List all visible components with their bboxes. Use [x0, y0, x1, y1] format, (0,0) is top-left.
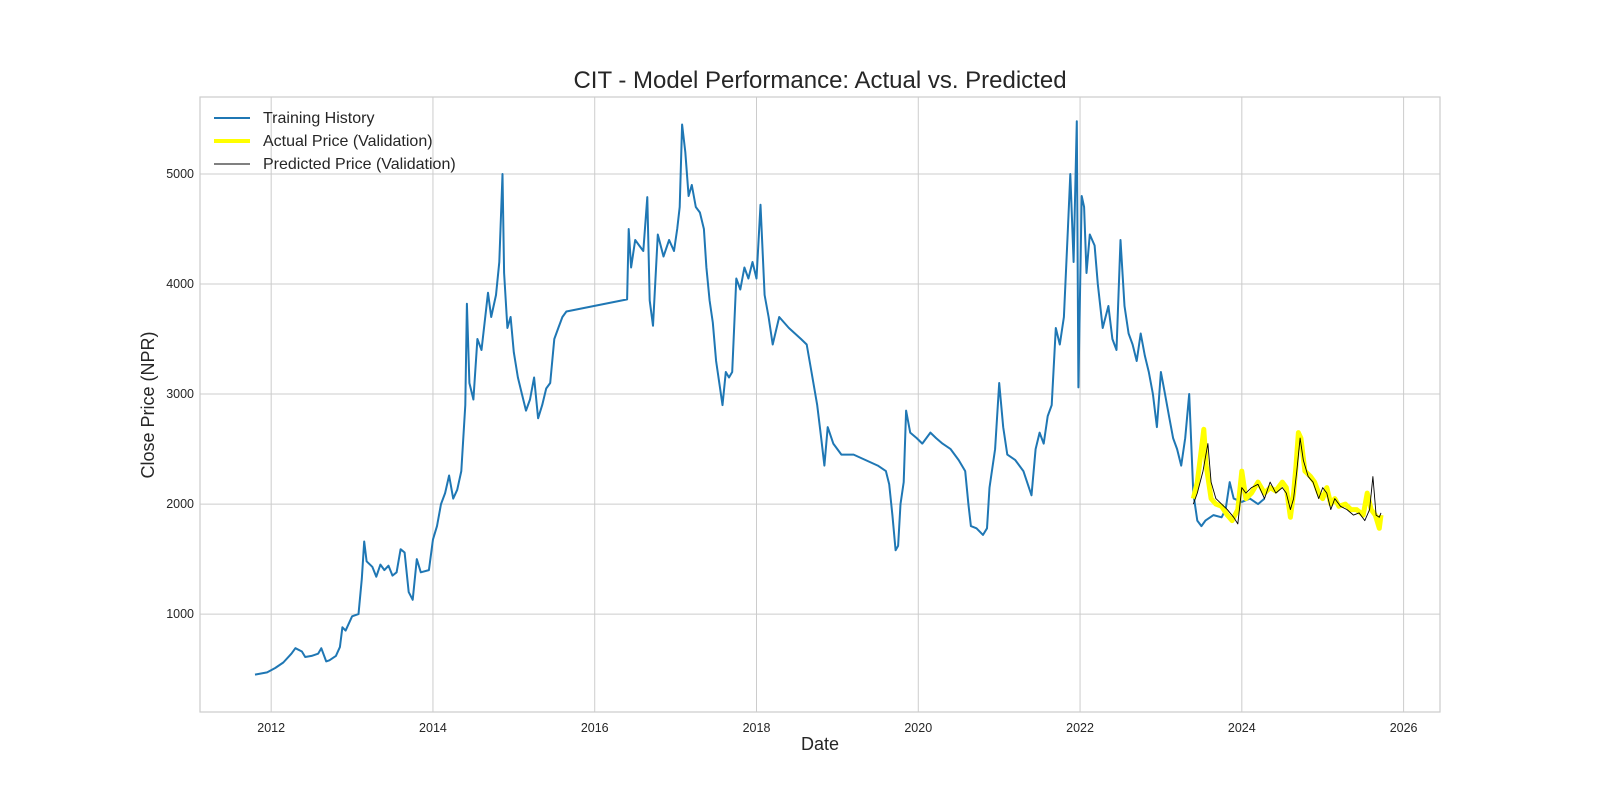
- x-tick-label: 2022: [1066, 721, 1094, 735]
- x-tick-label: 2016: [581, 721, 609, 735]
- x-tick-label: 2014: [419, 721, 447, 735]
- x-tick-label: 2012: [257, 721, 285, 735]
- x-axis-label: Date: [801, 734, 839, 754]
- x-tick-label: 2020: [904, 721, 932, 735]
- x-tick-label: 2026: [1390, 721, 1418, 735]
- y-tick-label: 3000: [166, 387, 194, 401]
- y-tick-label: 1000: [166, 607, 194, 621]
- legend: Training History Actual Price (Validation…: [214, 110, 456, 173]
- x-tick-label: 2024: [1228, 721, 1256, 735]
- legend-item-training: Training History: [214, 110, 374, 127]
- tick-labels: 2012 2014 2016 2018 2020 2022 2024 2026 1000 2000…: [166, 167, 1417, 735]
- y-tick-label: 5000: [166, 167, 194, 181]
- legend-item-predicted: Predicted Price (Validation): [214, 156, 456, 173]
- plot-area: [254, 120, 1384, 676]
- legend-item-actual: Actual Price (Validation): [214, 133, 433, 150]
- y-tick-label: 2000: [166, 497, 194, 511]
- y-tick-label: 4000: [166, 277, 194, 291]
- legend-label: Training History: [263, 110, 374, 127]
- predicted-price-line: [1192, 437, 1382, 525]
- actual-price-line: [1190, 426, 1384, 531]
- grid: [200, 97, 1440, 712]
- training-history-line: [254, 120, 1266, 676]
- chart-title: CIT - Model Performance: Actual vs. Pred…: [573, 67, 1066, 94]
- axes-frame: [199, 96, 1441, 713]
- legend-label: Predicted Price (Validation): [263, 156, 456, 173]
- legend-label: Actual Price (Validation): [263, 133, 433, 150]
- y-axis-label: Close Price (NPR): [138, 331, 158, 478]
- x-tick-label: 2018: [743, 721, 771, 735]
